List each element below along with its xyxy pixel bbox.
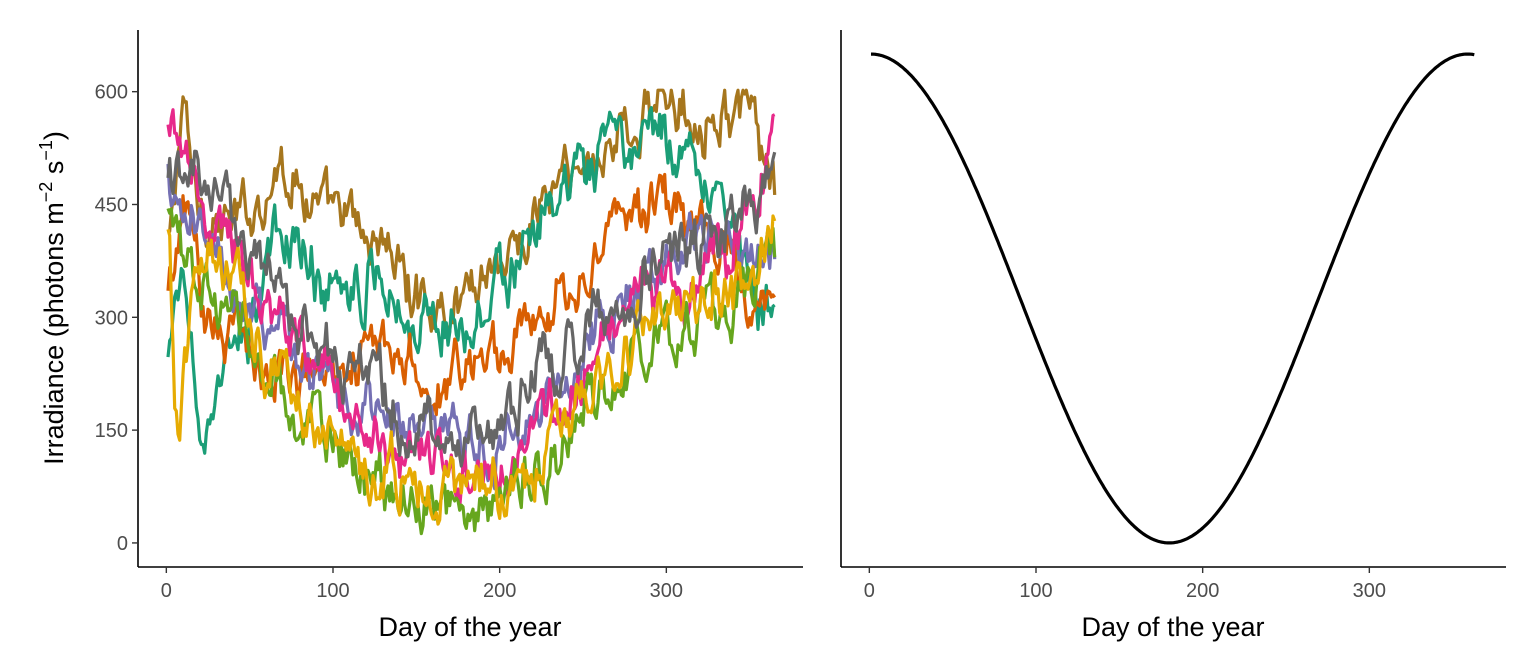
right-panel: 0 100 200 300 Day of the year — [840, 30, 1506, 642]
left-y-tick-label: 450 — [95, 194, 128, 216]
right-x-tick-label: 100 — [1019, 580, 1052, 602]
left-y-axis-title-mid: s — [39, 161, 69, 182]
right-series-group — [871, 52, 1475, 545]
left-y-axis-title-sup1: −2 — [36, 182, 56, 203]
left-y-axis-title-main: Irradiance (photons m — [39, 202, 69, 465]
left-series-line — [166, 105, 776, 455]
left-y-tick-label: 300 — [95, 307, 128, 329]
left-series-line — [166, 207, 777, 536]
left-series-line — [166, 149, 777, 468]
right-x-ticks: 0 100 200 300 — [864, 567, 1386, 602]
left-series-line — [166, 214, 777, 526]
right-x-tick-label: 300 — [1353, 580, 1386, 602]
left-y-ticks: 0 150 300 450 600 — [95, 82, 138, 555]
left-panel: 0 150 300 450 600 0 100 200 300 Day of the year… — [36, 30, 803, 642]
left-x-tick-label: 200 — [483, 580, 516, 602]
right-x-tick-label: 0 — [864, 580, 875, 602]
right-x-axis-title: Day of the year — [1081, 612, 1264, 642]
right-series-line — [871, 52, 1475, 545]
left-y-tick-label: 150 — [95, 420, 128, 442]
left-series-line — [166, 108, 776, 509]
left-y-axis-title-end: ) — [39, 131, 69, 140]
left-y-tick-label: 0 — [117, 533, 128, 555]
left-x-tick-label: 100 — [316, 580, 349, 602]
left-series-line — [167, 88, 777, 334]
left-y-tick-label: 600 — [95, 82, 128, 104]
left-x-ticks: 0 100 200 300 — [161, 567, 683, 602]
left-x-tick-label: 0 — [161, 580, 172, 602]
left-x-axis-title: Day of the year — [378, 612, 561, 642]
left-series-group — [166, 88, 777, 536]
right-x-tick-label: 200 — [1186, 580, 1219, 602]
left-x-tick-label: 300 — [650, 580, 683, 602]
left-y-axis-title-sup2: −1 — [36, 140, 56, 161]
left-y-axis-title: Irradiance (photons m−2 s−1) — [36, 131, 69, 465]
